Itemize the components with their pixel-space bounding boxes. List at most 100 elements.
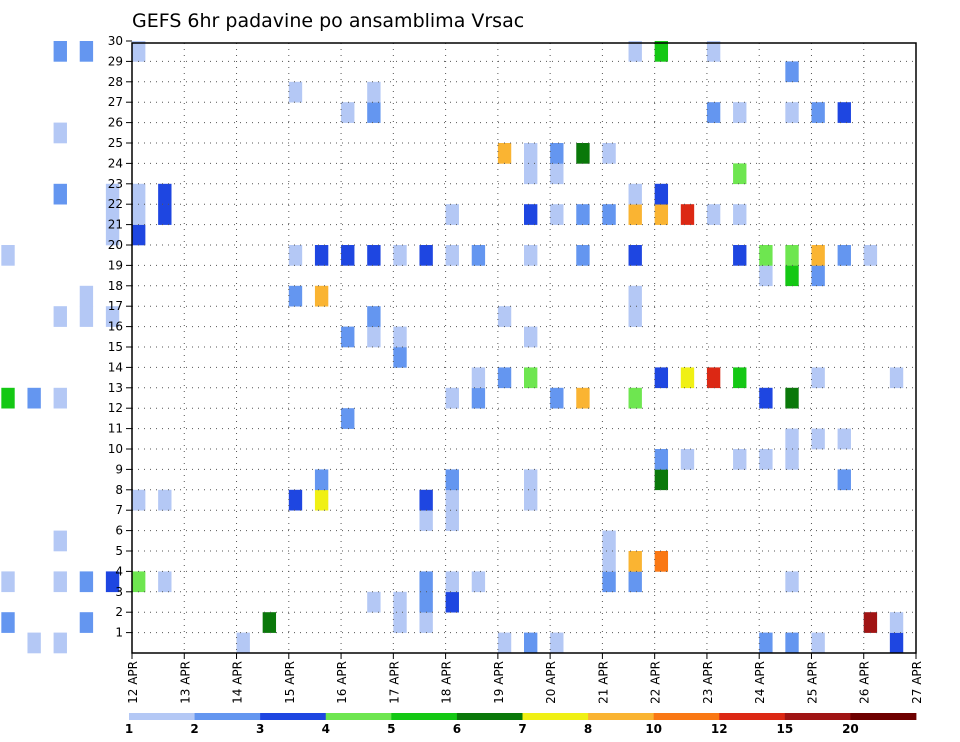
heatmap-cell xyxy=(445,571,459,593)
y-tick-label: 15 xyxy=(108,340,123,354)
heatmap-cell xyxy=(445,510,459,531)
heatmap-cell xyxy=(550,204,564,225)
heatmap-cell xyxy=(341,102,355,123)
legend-swatch xyxy=(456,713,523,720)
legend-swatch xyxy=(325,713,392,720)
y-tick-label: 19 xyxy=(108,258,123,272)
heatmap-cell xyxy=(158,204,172,225)
heatmap-cell xyxy=(811,245,825,266)
heatmap-cell xyxy=(628,183,642,205)
y-tick-label: 28 xyxy=(108,75,123,89)
legend-label: 2 xyxy=(190,722,198,736)
heatmap-cell xyxy=(445,245,459,266)
heatmap-cell xyxy=(53,530,67,552)
heatmap-cell xyxy=(524,632,538,654)
heatmap-cell xyxy=(785,632,799,654)
y-tick-label: 21 xyxy=(108,218,123,232)
heatmap-cell xyxy=(79,571,94,593)
heatmap-cell xyxy=(576,143,590,164)
heatmap-cell xyxy=(314,469,329,491)
heatmap-cell xyxy=(654,469,669,491)
y-tick-label: 30 xyxy=(108,34,123,48)
y-tick-label: 24 xyxy=(108,156,123,170)
chart-title: GEFS 6hr padavine po ansamblima Vrsac xyxy=(132,10,524,32)
heatmap-cell xyxy=(680,449,695,470)
heatmap-cell xyxy=(471,571,486,593)
heatmap-cell xyxy=(733,449,747,470)
heatmap-cell xyxy=(262,612,277,633)
x-tick-label: 21 APR xyxy=(596,661,610,704)
heatmap-cell xyxy=(785,449,799,470)
heatmap-cell xyxy=(628,551,642,572)
heatmap-cell xyxy=(837,102,851,123)
heatmap-cell xyxy=(628,387,642,409)
heatmap-cell xyxy=(497,143,512,164)
heatmap-cell xyxy=(497,632,512,654)
heatmap-cell xyxy=(341,326,355,348)
heatmap-cell xyxy=(53,571,67,593)
heatmap-cell xyxy=(706,367,721,389)
y-tick-label: 29 xyxy=(108,54,123,68)
heatmap-cell xyxy=(524,204,538,225)
y-tick-label: 17 xyxy=(108,299,123,313)
heatmap-cell xyxy=(733,204,747,225)
heatmap-cell xyxy=(53,632,67,654)
heatmap-cell xyxy=(785,428,799,450)
x-tick-label: 16 APR xyxy=(335,661,349,704)
heatmap-cell xyxy=(680,204,695,225)
heatmap-cell xyxy=(497,367,512,389)
heatmap-cell xyxy=(759,265,773,287)
heatmap-cell xyxy=(105,571,120,593)
y-tick-label: 5 xyxy=(115,544,123,558)
y-tick-label: 3 xyxy=(115,585,123,599)
heatmap-cell xyxy=(550,143,564,164)
legend-label: 12 xyxy=(711,722,728,736)
legend-label: 7 xyxy=(518,722,526,736)
x-tick-label: 20 APR xyxy=(544,661,558,704)
heatmap-cell xyxy=(314,489,329,511)
heatmap-cell xyxy=(445,591,459,613)
heatmap-cell xyxy=(811,265,825,287)
heatmap-cell xyxy=(393,347,407,368)
heatmap-cell xyxy=(602,551,616,572)
heatmap-cell xyxy=(132,224,146,246)
heatmap-cell xyxy=(445,387,459,409)
heatmap-cell xyxy=(79,285,94,307)
heatmap-cell xyxy=(628,245,642,266)
heatmap-cell xyxy=(706,41,721,62)
heatmap-cell xyxy=(367,591,381,613)
heatmap-cell xyxy=(628,41,642,62)
legend-label: 5 xyxy=(387,722,395,736)
heatmap-cell xyxy=(158,183,172,205)
heatmap-cell xyxy=(471,245,486,266)
heatmap-cell xyxy=(524,489,538,511)
x-tick-label: 24 APR xyxy=(753,661,767,704)
grid-lines xyxy=(132,43,916,653)
heatmap-cell xyxy=(706,204,721,225)
legend-swatch xyxy=(719,713,786,720)
legend-label: 15 xyxy=(776,722,793,736)
y-tick-label: 27 xyxy=(108,95,123,109)
heatmap-cell xyxy=(53,41,67,62)
heatmap-cell xyxy=(602,571,616,593)
heatmap-cell xyxy=(79,306,94,327)
x-tick-label: 27 APR xyxy=(910,661,924,704)
colorbar-legend: 1 2 3 4 5 6 7 8 10 12 15 20 xyxy=(125,713,917,736)
legend-label: 1 xyxy=(125,722,133,736)
plot-frame xyxy=(131,42,917,654)
heatmap-cell xyxy=(706,102,721,123)
legend-label: 10 xyxy=(645,722,662,736)
heatmap-cell xyxy=(419,489,433,511)
heatmap-cell xyxy=(654,551,669,572)
legend-label: 8 xyxy=(584,722,592,736)
y-axis: 1234567891011121314151617181920212223242… xyxy=(108,34,132,640)
heatmap-cell xyxy=(288,245,303,266)
y-tick-label: 1 xyxy=(115,626,123,640)
heatmap-cell xyxy=(602,143,616,164)
heatmap-cell xyxy=(314,245,329,266)
heatmap-cell xyxy=(367,81,381,103)
heatmap-cell xyxy=(524,367,538,389)
y-tick-label: 2 xyxy=(115,605,123,619)
heatmap-cell xyxy=(367,102,381,123)
heatmap-cell xyxy=(132,571,146,593)
